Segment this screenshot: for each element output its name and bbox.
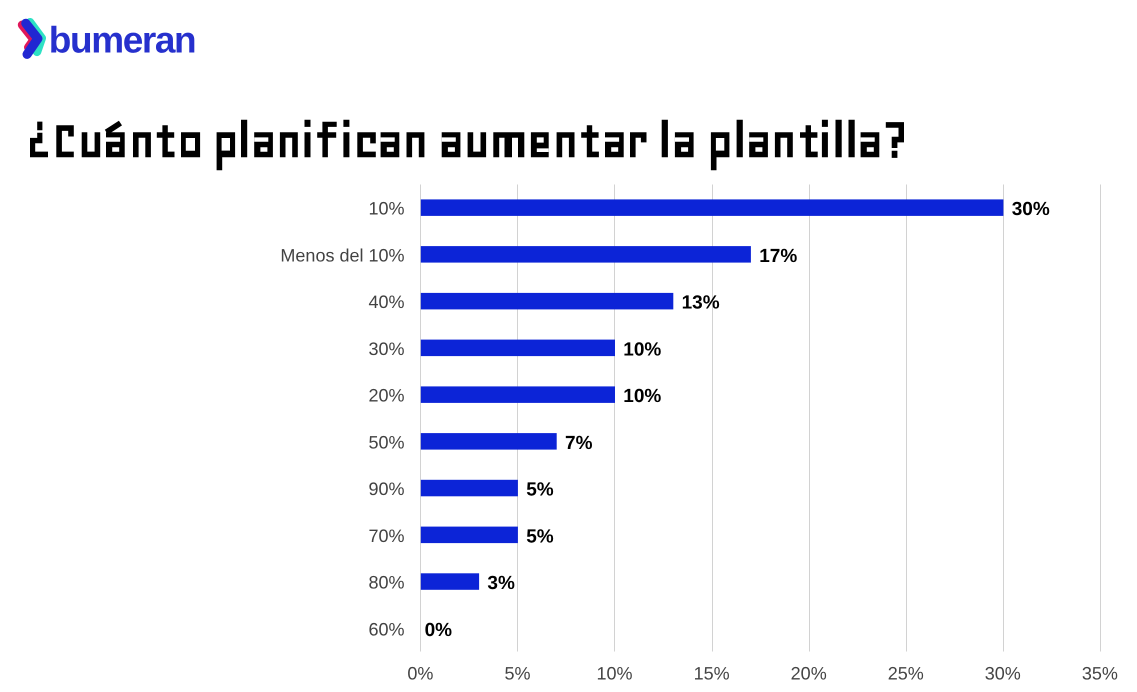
svg-text:Menos del 10%: Menos del 10% — [280, 245, 404, 265]
svg-text:5%: 5% — [504, 663, 530, 683]
svg-text:70%: 70% — [368, 526, 404, 546]
svg-text:20%: 20% — [368, 386, 404, 406]
svg-text:15%: 15% — [694, 663, 730, 683]
svg-text:10%: 10% — [623, 339, 661, 360]
svg-text:40%: 40% — [368, 292, 404, 312]
svg-text:5%: 5% — [526, 526, 554, 547]
svg-text:80%: 80% — [368, 573, 404, 593]
svg-text:10%: 10% — [596, 663, 632, 683]
svg-text:3%: 3% — [487, 573, 515, 594]
svg-text:10%: 10% — [368, 199, 404, 219]
svg-text:20%: 20% — [791, 663, 827, 683]
svg-text:60%: 60% — [368, 619, 404, 639]
svg-text:7%: 7% — [565, 433, 593, 454]
svg-text:50%: 50% — [368, 432, 404, 452]
svg-text:17%: 17% — [759, 246, 797, 267]
svg-text:13%: 13% — [682, 293, 720, 314]
svg-text:0%: 0% — [407, 663, 433, 683]
svg-text:35%: 35% — [1082, 663, 1118, 683]
svg-text:90%: 90% — [368, 479, 404, 499]
svg-text:0%: 0% — [425, 620, 453, 641]
svg-text:30%: 30% — [1012, 199, 1050, 220]
svg-text:30%: 30% — [985, 663, 1021, 683]
svg-text:10%: 10% — [623, 386, 661, 407]
svg-text:30%: 30% — [368, 339, 404, 359]
svg-text:bumeran: bumeran — [49, 20, 195, 61]
svg-text:5%: 5% — [526, 480, 554, 501]
svg-text:25%: 25% — [888, 663, 924, 683]
